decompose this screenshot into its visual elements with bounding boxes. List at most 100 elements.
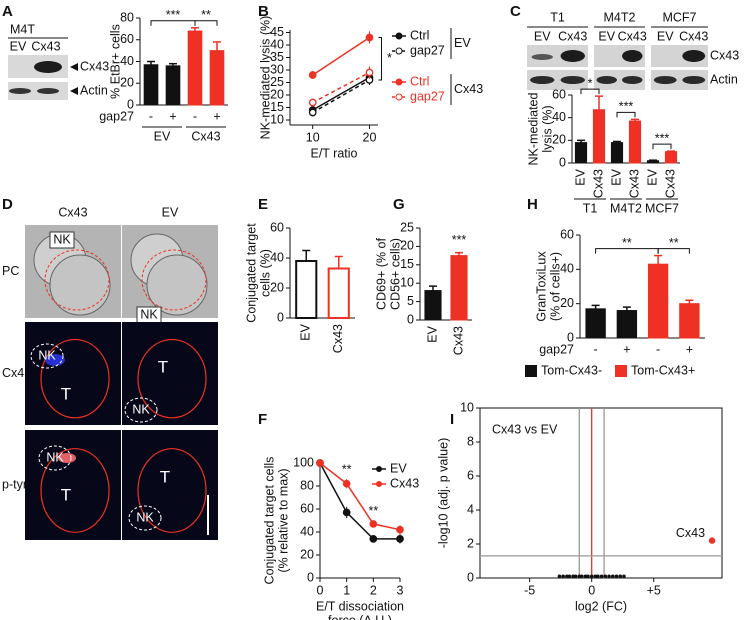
point-label: Cx43 [676,526,705,540]
blot-title: M4T [10,22,35,36]
label-box [49,231,75,249]
y-tick-label: 20 [270,87,284,101]
y-tick-label: 60 [300,501,314,515]
lane-label: Cx43 [31,39,60,53]
legend-marker [395,47,403,55]
cell-label: NK [140,307,158,321]
x-tick-label: 0 [588,583,595,597]
point [708,537,716,544]
significance-bracket [580,88,600,95]
series-line [312,76,370,111]
significance-bracket [652,143,672,150]
y-axis-label: -log10 (adj. p value) [436,438,450,548]
point [589,574,594,579]
membrane-outline [40,448,110,533]
cell-label: NK [38,348,56,362]
blot-band [622,50,643,62]
legend-label: Tom-Cx43+ [631,363,695,377]
legend-label: Ctrl [410,74,429,88]
x-tick-label: + [213,109,220,123]
bar [585,308,606,339]
significance-bracket [616,111,636,118]
membrane-outline [137,338,207,419]
y-axis-label: NK-mediated [526,92,540,165]
point [565,574,569,579]
x-tick-label: 1 [343,583,350,597]
image-column-label: EV [162,205,179,219]
y-tick-label: 40 [270,37,284,51]
y-tick-label: 0 [277,310,284,324]
bar [679,303,700,339]
x-tick-label: - [656,342,660,356]
legend-label: Ctrl [410,28,429,42]
cell-label: T [61,485,71,504]
chart-annotation: Cx43 vs EV [492,422,558,436]
significance-bracket [378,37,382,81]
x-tick-label: 0 [317,583,324,597]
y-tick-label: 10 [270,112,284,126]
bar [664,151,678,164]
lane-label: Cx43 [679,29,708,43]
point [365,68,374,77]
membrane-outline [141,249,207,311]
x-tick-label: + [686,342,693,356]
point [369,520,378,528]
point [596,574,600,579]
y-tick-label: 8 [467,434,474,448]
blot-band [531,54,553,60]
x-tick-label: Cx43 [451,326,465,355]
point [603,574,608,579]
panel-letter: G [393,196,405,213]
bar [646,160,660,164]
cell-label: NK [53,232,71,246]
point [614,574,619,579]
x-tick-label: EV [645,168,659,185]
y-tick-label: 100 [293,455,314,469]
x-tick-label: + [623,342,630,356]
group-label: EV [154,129,171,143]
y-tick-label: 45 [270,25,284,39]
significance-label: * [588,76,593,90]
significance-label: ** [622,236,632,250]
image-row-label: PC [2,264,19,278]
panel-letter: D [2,196,13,213]
point [567,574,572,579]
legend-marker [395,32,403,40]
bar [628,120,642,164]
y-tick-label: 80 [120,10,134,24]
blot-band [682,76,706,84]
band-label: Cx43 [80,59,109,73]
x-tick-label: + [169,109,176,123]
bar [450,255,468,321]
arrowhead [70,87,78,95]
panel-letter: F [258,411,267,428]
point [607,574,611,579]
x-tick-label: 10 [306,130,320,144]
x-tick-label: Cx43 [591,169,605,198]
membrane-outline [137,448,207,533]
x-axis-label: E/T ratio [310,146,357,160]
y-tick-label: 0 [559,155,566,169]
cell-label: NK [46,450,64,464]
y-tick-label: 10 [460,400,474,414]
bar [209,50,225,106]
point [342,508,351,517]
point [308,98,317,107]
cell-line-label: T1 [550,10,565,24]
blot-band [653,76,677,84]
bar [592,109,606,164]
micrograph [25,430,121,540]
legend-swatch [615,365,627,377]
image-column-label: Cx43 [58,205,87,219]
point [573,574,578,579]
micrograph [25,322,121,425]
panel-letter: H [527,196,538,213]
y-tick-label: 0 [407,312,414,326]
lane-label: EV [598,29,615,43]
significance-bracket [194,20,218,26]
bar [295,260,318,319]
y-tick-label: 30 [270,62,284,76]
bar [143,64,159,106]
x-tick-label: Cx43 [627,169,641,198]
